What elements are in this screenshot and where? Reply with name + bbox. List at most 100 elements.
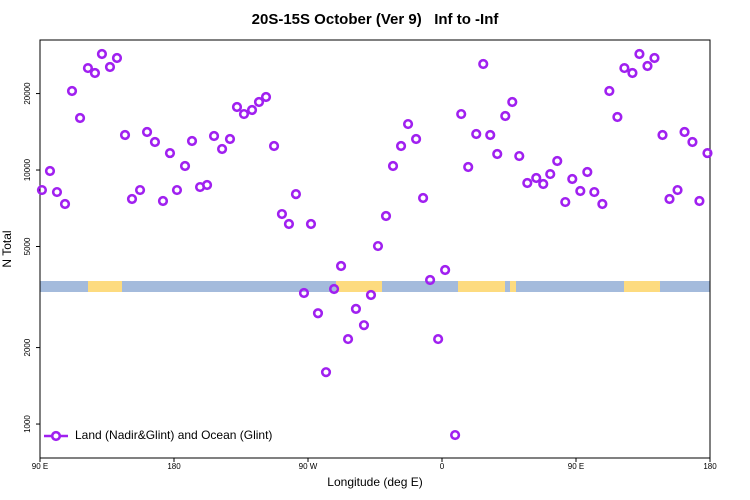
y-axis-label: N Total — [0, 230, 14, 267]
legend-label: Land (Nadir&Glint) and Ocean (Glint) — [75, 428, 272, 442]
land-segment — [624, 281, 660, 292]
data-point — [66, 85, 78, 97]
data-point — [380, 210, 392, 222]
data-point — [164, 147, 176, 159]
data-point — [260, 91, 272, 103]
land-segment — [458, 281, 505, 292]
data-point — [104, 61, 116, 73]
data-point — [514, 150, 525, 162]
data-point — [456, 108, 467, 120]
data-point — [642, 60, 653, 72]
data-point — [463, 161, 474, 173]
data-point — [395, 140, 407, 152]
data-point — [358, 320, 370, 331]
data-point — [74, 112, 86, 124]
data-point — [485, 129, 496, 141]
data-point — [619, 62, 630, 74]
data-point — [372, 240, 384, 252]
data-point — [450, 429, 461, 441]
data-point — [320, 367, 332, 378]
data-point — [522, 177, 533, 189]
chart-title: 20S-15S October (Ver 9) Inf to -Inf — [252, 11, 500, 28]
y-tick-label: 10000 — [23, 158, 32, 181]
x-tick-label: 180 — [167, 462, 181, 471]
x-tick-label: 90 W — [299, 462, 318, 471]
data-point — [305, 218, 317, 230]
data-point — [224, 133, 236, 145]
data-point — [126, 193, 138, 205]
data-point — [702, 147, 713, 159]
data-point — [283, 218, 295, 230]
data-point — [687, 136, 698, 148]
data-point — [664, 193, 675, 205]
data-point — [492, 148, 503, 160]
data-point — [440, 264, 451, 276]
data-point — [627, 67, 638, 79]
data-point — [417, 192, 429, 204]
data-point — [111, 52, 123, 64]
data-point — [96, 48, 108, 60]
data-point — [471, 128, 482, 140]
x-tick-label: 180 — [703, 462, 717, 471]
data-point — [149, 136, 161, 148]
land-segment — [336, 281, 382, 292]
data-point — [335, 260, 347, 272]
data-point — [179, 160, 191, 172]
x-tick-label: 90 E — [568, 462, 584, 471]
data-point — [507, 96, 518, 108]
data-point — [157, 195, 169, 207]
data-point — [365, 289, 377, 301]
data-point — [208, 130, 220, 142]
data-point — [589, 186, 600, 198]
data-point — [231, 101, 243, 113]
data-point — [246, 104, 258, 116]
data-point — [171, 184, 183, 196]
data-point — [276, 208, 288, 220]
y-tick-label: 5000 — [23, 237, 32, 255]
data-point — [612, 111, 623, 123]
data-point — [238, 108, 250, 120]
data-point — [342, 333, 354, 345]
data-point — [216, 143, 228, 155]
data-point — [649, 52, 660, 64]
data-point — [44, 165, 56, 177]
data-point — [575, 185, 586, 197]
land-ocean-band — [40, 281, 710, 292]
x-axis-label: Longitude (deg E) — [327, 475, 422, 489]
data-point — [119, 129, 131, 141]
x-tick-label: 0 — [440, 462, 445, 471]
data-point — [679, 126, 690, 138]
data-point — [694, 195, 705, 207]
data-point — [552, 155, 563, 167]
data-point — [36, 184, 48, 196]
data-point — [433, 333, 444, 345]
data-point — [298, 287, 310, 299]
y-tick-label: 1000 — [23, 415, 32, 433]
data-point — [89, 67, 101, 79]
data-point — [500, 110, 511, 122]
data-point — [253, 96, 265, 108]
data-point — [634, 48, 645, 60]
land-segment — [88, 281, 122, 292]
data-point — [567, 173, 578, 185]
data-point — [531, 172, 542, 184]
y-tick-label: 2000 — [23, 338, 32, 356]
x-tick-label: 90 E — [32, 462, 48, 471]
data-point — [312, 308, 324, 319]
data-point — [134, 184, 146, 196]
data-point — [82, 62, 94, 74]
land-segment — [510, 281, 516, 292]
data-point — [582, 166, 593, 178]
data-point — [560, 196, 571, 208]
data-point — [141, 126, 153, 138]
data-point — [410, 133, 422, 145]
data-point — [51, 186, 63, 198]
data-point — [597, 198, 608, 210]
plot-frame — [39, 39, 711, 459]
data-point — [387, 160, 399, 172]
data-point — [328, 283, 340, 295]
data-point — [545, 168, 556, 180]
data-point — [604, 85, 615, 97]
data-point — [672, 184, 683, 196]
